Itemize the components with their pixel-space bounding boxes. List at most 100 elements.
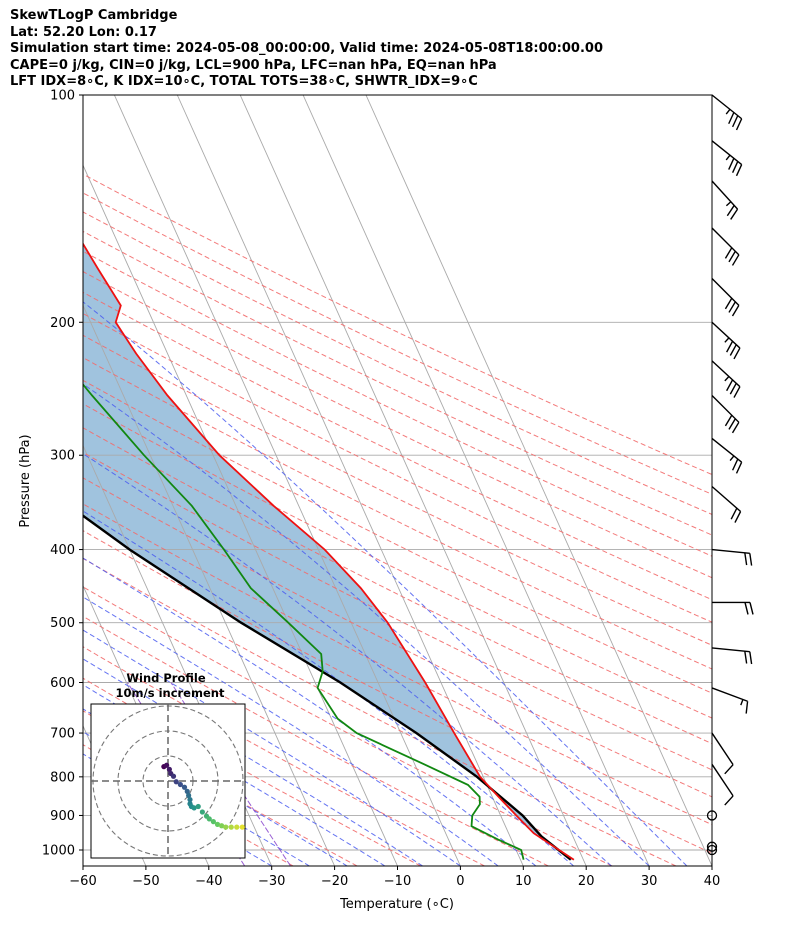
moist-adiabat [83,684,386,866]
dry-adiabat [83,271,712,579]
dry-adiabat [83,250,712,557]
dry-adiabat [83,530,712,854]
dry-adiabat [83,312,712,623]
x-tick-label: 40 [704,874,721,889]
hodograph-title: Wind Profile [126,671,206,685]
wind-barb-half-feather [725,108,731,115]
wind-barb-feather [729,344,737,356]
wind-barb-shaft [711,277,740,306]
wind-barb-shaft [711,485,742,513]
wind-barb-feather [749,651,753,665]
wind-barb-feather [735,118,743,131]
wind-barb-feather [726,340,734,353]
wind-barb-feather [731,305,740,317]
hodograph-point [214,821,221,827]
moist-adiabat [83,629,461,866]
x-tick-label: −30 [258,874,285,889]
hodograph-point [166,766,172,772]
wind-barb-feather [724,247,733,259]
dry-adiabat [83,427,712,745]
plot-title: SkewTLogP Cambridge [10,8,178,23]
x-tick-label: 30 [641,874,658,889]
wind-barb-shaft [711,647,750,653]
y-tick-label: 200 [50,316,75,331]
parcel-profile-line [83,514,572,861]
dry-adiabat [83,211,712,515]
wind-barb-feather [728,112,735,125]
hodograph-point [191,805,197,811]
cape-cin-fill [83,243,574,860]
wind-barbs-layer [706,94,754,856]
wind-barb-feather [731,458,739,471]
location-line: Lat: 52.20 Lon: 0.17 [10,24,157,40]
y-tick-label: 700 [50,727,75,742]
dry-adiabat [83,451,712,771]
dry-adiabat [83,615,549,866]
wind-barb-feather [744,552,748,566]
wind-barb-feather [745,701,749,714]
sounding-lines-layer [83,242,575,861]
hodograph-point [187,797,193,803]
hodograph-point [219,823,225,829]
hodograph-point [164,762,170,768]
wind-barb-feather [731,115,739,128]
wind-barb-feather [731,161,739,173]
x-axis-label: Temperature (∘C) [339,897,454,912]
moist-adiabat [83,658,423,866]
wind-barb-shaft [711,394,740,423]
moist-adiabat-layer [83,301,688,866]
hodograph-point [195,803,201,810]
y-tick-label: 300 [50,449,75,464]
wind-barb-feather [728,418,736,430]
wind-barb-shaft [711,687,748,702]
wind-barb-feather [735,461,743,474]
x-tick-label: −40 [195,874,222,889]
y-tick-label: 800 [50,770,75,785]
dry-adiabat [83,192,712,495]
wind-barb-feather [730,208,739,220]
index-line: LFT IDX=8∘C, K IDX=10∘C, TOTAL TOTS=38∘C… [10,74,478,90]
dry-adiabat [83,503,712,826]
isotherm-line [113,95,461,866]
hodograph-point [199,809,205,815]
wind-barb-half-feather [725,201,732,207]
x-tick-label: −50 [132,874,159,889]
hodograph-plot [91,704,245,858]
moist-adiabat [83,301,688,866]
dry-adiabat [83,291,712,601]
axis-ticks-layer: −60 −50 −40 −30 −20 −10 0 10 20 30 40 100 200 300 400 5… [42,89,720,890]
dry-adiabat [83,557,677,866]
x-tick-label: −20 [321,874,348,889]
plot-header: SkewTLogP Cambridge Lat: 52.20 Lon: 0.17… [10,8,603,91]
wind-barb-feather [749,553,753,566]
isotherm-line [83,724,147,866]
wind-barb-feather [728,250,736,263]
wind-barb-feather [731,254,740,266]
wind-barb-feather [731,421,740,434]
isotherm-line [302,95,650,866]
isotherm-line [239,95,587,866]
dry-adiabat [83,334,712,646]
hodograph-point [177,781,183,788]
hodograph-inset: Wind Profile 10m/s increment [90,671,246,859]
wind-barb-shaft [711,548,750,555]
wind-barb-shaft [711,94,743,120]
wind-barb-half-feather [724,376,730,382]
wind-barb-feather [734,511,742,523]
wind-barb-feather [728,301,736,313]
wind-barb-feather [749,602,754,615]
wind-barb-half-feather [729,455,735,462]
moist-adiabat [83,596,499,866]
isotherm-line [83,304,336,866]
dewpoint-line [83,383,525,860]
wind-barb-shaft [711,763,734,797]
wind-barb-feather [730,507,738,520]
x-tick-label: 10 [515,874,532,889]
wind-barb-half-feather [725,154,731,161]
moist-adiabat [83,453,612,866]
hodograph-point [234,824,240,830]
hodograph-point [223,824,229,830]
y-tick-label: 500 [50,616,75,631]
moist-adiabat [83,383,650,866]
